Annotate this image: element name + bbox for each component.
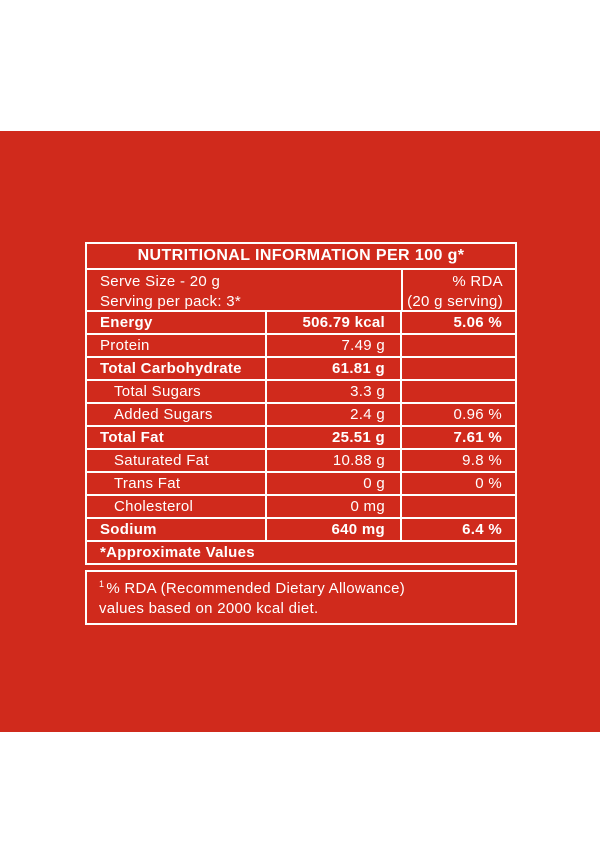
nutrient-rda: 5.06 %: [400, 312, 515, 333]
nutrient-name: Total Fat: [100, 429, 165, 446]
nutrient-amount: 0 mg: [265, 496, 400, 517]
table-row-cholesterol: Cholesterol 0 mg: [87, 494, 515, 517]
rda-footnote-line1: 1% RDA (Recommended Dietary Allowance): [99, 574, 503, 599]
serving-per-pack-text: Serving per pack: 3*: [100, 293, 242, 310]
nutrient-name: Protein: [100, 337, 150, 354]
table-row-protein: Protein 7.49 g: [87, 333, 515, 356]
nutrient-amount: 10.88 g: [265, 450, 400, 471]
nutrient-rda: 0 %: [400, 473, 515, 494]
nutrient-rda: 7.61 %: [400, 427, 515, 448]
rda-column-header: % RDA (20 g serving): [400, 270, 516, 310]
rda-header-line2: (20 g serving): [407, 293, 503, 310]
serve-size-text: Serve Size - 20 g: [100, 273, 221, 290]
nutrient-rda: [400, 358, 515, 379]
nutrient-rda: 0.96 %: [400, 404, 515, 425]
nutrient-rda: [400, 381, 515, 402]
nutrient-amount: 506.79 kcal: [265, 312, 400, 333]
nutrition-label: NUTRITIONAL INFORMATION PER 100 g* Serve…: [85, 242, 517, 625]
nutrient-rda: 6.4 %: [400, 519, 515, 540]
table-row-energy: Energy 506.79 kcal 5.06 %: [87, 310, 515, 333]
table-row-total-fat: Total Fat 25.51 g 7.61 %: [87, 425, 515, 448]
nutrient-amount: 0 g: [265, 473, 400, 494]
serve-info-row: Serve Size - 20 g Serving per pack: 3* %…: [87, 268, 515, 310]
table-title: NUTRITIONAL INFORMATION PER 100 g*: [137, 247, 465, 264]
nutrient-amount: 61.81 g: [265, 358, 400, 379]
nutrient-rda: 9.8 %: [400, 450, 515, 471]
nutrient-rda: [400, 335, 515, 356]
nutrient-name: Energy: [100, 314, 153, 331]
nutrient-name: Total Carbohydrate: [100, 360, 242, 377]
nutrient-name: Added Sugars: [114, 406, 213, 423]
nutrient-name: Sodium: [100, 521, 157, 538]
table-row-trans-fat: Trans Fat 0 g 0 %: [87, 471, 515, 494]
nutrient-name: Total Sugars: [114, 383, 201, 400]
nutrient-amount: 640 mg: [265, 519, 400, 540]
nutrient-amount: 2.4 g: [265, 404, 400, 425]
table-row-sodium: Sodium 640 mg 6.4 %: [87, 517, 515, 540]
table-row-saturated-fat: Saturated Fat 10.88 g 9.8 %: [87, 448, 515, 471]
nutrient-rda: [400, 496, 515, 517]
serve-info: Serve Size - 20 g Serving per pack: 3*: [87, 270, 401, 310]
nutrition-table: NUTRITIONAL INFORMATION PER 100 g* Serve…: [85, 242, 517, 565]
footnote-superscript: 1: [99, 579, 105, 589]
red-background-panel: NUTRITIONAL INFORMATION PER 100 g* Serve…: [0, 131, 600, 732]
rda-footnote-text2: values based on 2000 kcal diet.: [99, 600, 319, 617]
nutrient-amount: 3.3 g: [265, 381, 400, 402]
nutrient-amount: 7.49 g: [265, 335, 400, 356]
table-row-added-sugars: Added Sugars 2.4 g 0.96 %: [87, 402, 515, 425]
approximate-values-note: *Approximate Values: [100, 544, 255, 561]
table-title-row: NUTRITIONAL INFORMATION PER 100 g*: [87, 244, 515, 268]
table-row-total-carbohydrate: Total Carbohydrate 61.81 g: [87, 356, 515, 379]
nutrient-amount: 25.51 g: [265, 427, 400, 448]
nutrient-name: Cholesterol: [114, 498, 194, 515]
nutrient-name: Trans Fat: [114, 475, 181, 492]
rda-header-line1: % RDA: [452, 273, 503, 290]
approximate-values-row: *Approximate Values: [87, 540, 515, 563]
table-row-total-sugars: Total Sugars 3.3 g: [87, 379, 515, 402]
nutrient-name: Saturated Fat: [114, 452, 209, 469]
rda-footnote-text1: % RDA (Recommended Dietary Allowance): [106, 580, 406, 597]
rda-footnote: 1% RDA (Recommended Dietary Allowance) v…: [85, 570, 517, 625]
